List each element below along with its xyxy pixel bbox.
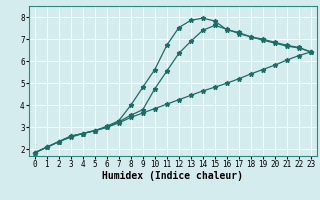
X-axis label: Humidex (Indice chaleur): Humidex (Indice chaleur) [102,171,243,181]
